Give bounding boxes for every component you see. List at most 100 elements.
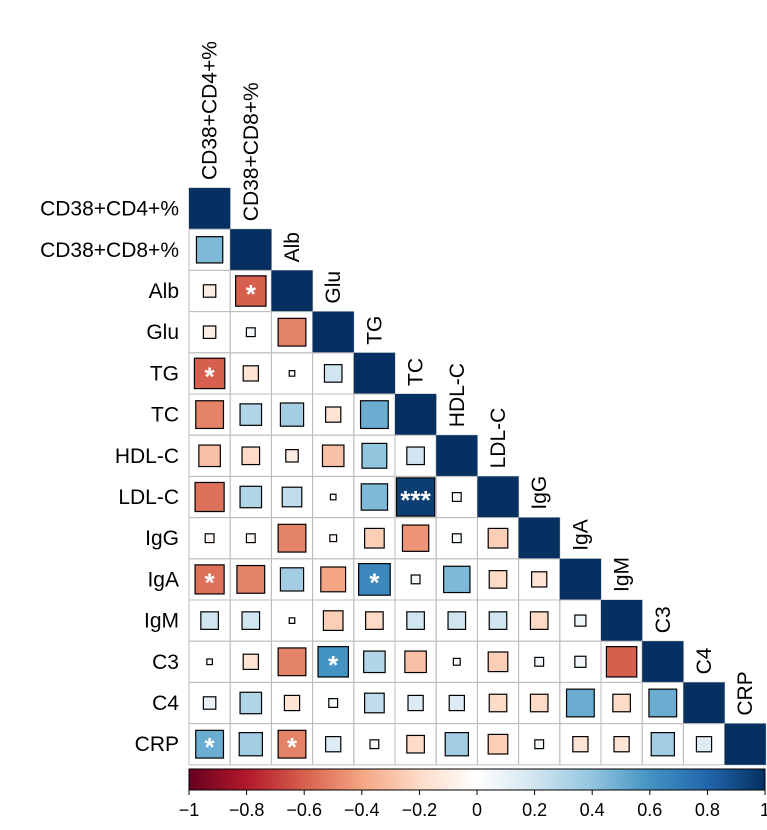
cell-igm-cd38-cd4	[200, 611, 219, 630]
colorbar-tick-label: 0.4	[580, 800, 605, 820]
colorbar-tick-label: 0.8	[695, 800, 720, 820]
cell-c4-c4	[683, 682, 725, 724]
cell-tg-cd38-cd8	[242, 365, 259, 382]
cell-crp-ldl-c	[487, 733, 509, 755]
cell-iga-cd38-cd8	[236, 564, 266, 594]
cell-igg-tg	[364, 527, 385, 549]
cell-ldl-c-tc-significance: ***	[400, 485, 431, 515]
cell-c4-glu	[328, 698, 339, 708]
cell-tc-alb	[279, 402, 305, 427]
row-label-c4: C4	[152, 692, 179, 715]
column-label-hdl-c: HDL-C	[446, 363, 469, 427]
column-label-igg: IgG	[528, 476, 551, 510]
cell-tg-cd38-cd4	[193, 357, 226, 390]
cell-ldl-c-hdl-c	[451, 492, 462, 502]
column-label-crp: CRP	[734, 671, 757, 715]
row-label-glu: Glu	[146, 321, 179, 344]
cell-alb-cd38-cd8	[235, 275, 267, 307]
cell-iga-glu	[320, 566, 347, 593]
cell-glu-cd38-cd8	[245, 327, 256, 338]
row-label-igg: IgG	[145, 527, 179, 550]
cell-igm-alb	[288, 617, 296, 624]
row-label-c3: C3	[152, 651, 179, 674]
cell-igg-cd38-cd4	[204, 533, 215, 544]
colorbar-tick-label: 0.6	[637, 800, 662, 820]
row-label-hdl-c: HDL-C	[115, 445, 179, 468]
cell-hdl-c-cd38-cd4	[198, 444, 221, 468]
column-label-glu: Glu	[322, 271, 345, 304]
colorbar-tick-label: −0.2	[402, 800, 438, 820]
cell-igg-glu	[329, 534, 338, 543]
row-labels: CD38+CD4+% CD38+CD8+% Alb Glu TG TC HDL-C LDL-C…	[40, 198, 179, 757]
cell-ldl-c-glu	[329, 493, 337, 501]
cell-tc-tc	[395, 394, 437, 436]
cell-c3-igg	[534, 656, 545, 667]
cell-alb-cd38-cd4	[202, 284, 217, 298]
cell-c3-c3	[642, 641, 684, 683]
cell-igm-iga	[574, 614, 587, 627]
cell-c3-cd38-cd8	[242, 653, 259, 670]
cell-ldl-c-cd38-cd4	[194, 481, 225, 513]
row-label-crp: CRP	[135, 733, 179, 756]
cell-igm-igg	[529, 611, 549, 630]
colorbar-tick-label: 0.2	[522, 800, 547, 820]
cell-hdl-c-cd38-cd8	[241, 446, 261, 466]
cell-alb-alb	[271, 270, 313, 312]
colorbar-tick-label: 0	[472, 800, 482, 820]
cell-c4-alb	[283, 694, 301, 712]
cell-igm-hdl-c	[447, 611, 467, 630]
cell-igg-cd38-cd8	[245, 533, 256, 544]
cell-cd38-cd8-cd38-cd4	[195, 236, 224, 264]
cell-igg-tc	[401, 524, 430, 552]
cell-c4-tg	[364, 692, 385, 714]
row-label-iga: IgA	[147, 568, 179, 591]
cell-igg-igg	[518, 517, 560, 559]
cell-igg-hdl-c	[451, 533, 462, 544]
cell-c3-ldl-c	[487, 651, 509, 673]
cell-c4-c3	[648, 688, 678, 718]
cell-iga-iga	[559, 558, 601, 600]
colorbar: −1 −0.8 −0.6 −0.4 −0.2 0 0.2 0.4 0.6 0.8 1	[179, 768, 767, 820]
row-label-tg: TG	[150, 362, 179, 385]
column-label-igm: IgM	[611, 557, 634, 592]
column-label-c3: C3	[652, 606, 675, 633]
cell-iga-cd38-cd4-significance: *	[205, 567, 216, 597]
cell-c4-cd38-cd4	[202, 696, 217, 710]
cell-c4-hdl-c	[448, 694, 465, 712]
cell-crp-alb	[277, 729, 307, 759]
cell-c4-cd38-cd8	[239, 691, 263, 715]
cell-c4-tc	[407, 694, 424, 712]
cell-tc-glu	[325, 406, 342, 423]
colorbar-tick-label: 1	[760, 800, 767, 820]
row-label-alb: Alb	[149, 280, 179, 303]
cell-tc-tg	[359, 400, 389, 430]
cell-crp-cd38-cd4	[195, 729, 225, 759]
row-label-igm: IgM	[144, 610, 179, 633]
cell-tg-tg	[353, 352, 395, 394]
cell-glu-glu	[312, 311, 354, 353]
cell-crp-igm	[613, 736, 630, 753]
cell-iga-igg	[531, 571, 548, 588]
colorbar-tick-label: −0.8	[229, 800, 265, 820]
cell-hdl-c-alb	[285, 449, 299, 463]
cell-c3-iga	[574, 655, 587, 668]
cell-tg-cd38-cd4-significance: *	[205, 361, 216, 391]
cell-c3-alb	[277, 647, 307, 677]
cell-c4-igg	[529, 693, 549, 713]
cell-crp-glu	[325, 736, 342, 753]
cell-glu-cd38-cd4	[202, 325, 217, 339]
row-label-cd38-cd8: CD38+CD8+%	[40, 239, 179, 262]
column-label-alb: Alb	[281, 232, 304, 262]
cell-tg-glu	[323, 364, 343, 383]
cell-crp-c4	[695, 736, 713, 753]
cell-igm-ldl-c	[488, 611, 508, 630]
cell-hdl-c-glu	[321, 444, 345, 468]
cell-hdl-c-hdl-c	[436, 435, 478, 477]
cell-cd38-cd8-cd38-cd8	[230, 229, 272, 271]
cell-c3-igm	[605, 646, 638, 678]
cell-c3-glu-significance: *	[328, 650, 339, 680]
cell-crp-tg	[369, 739, 380, 750]
cell-iga-tc	[410, 574, 421, 585]
cell-crp-c3	[650, 732, 675, 757]
